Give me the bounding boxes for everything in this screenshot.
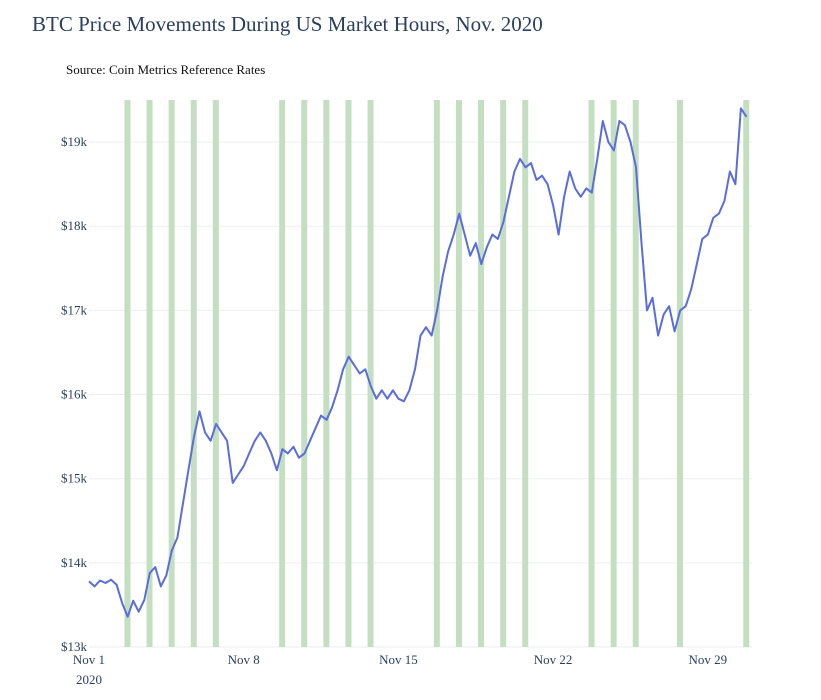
market-hour-bands [124,100,750,647]
y-tick-label: $18k [61,218,88,233]
x-tick-label: Nov 8 [228,652,260,667]
market-hours-band [168,100,175,647]
y-tick-label: $13k [61,639,88,654]
market-hours-band [146,100,153,647]
market-hours-band [478,100,485,647]
chart-title: BTC Price Movements During US Market Hou… [32,12,543,36]
market-hours-band [323,100,330,647]
chart-subtitle: Source: Coin Metrics Reference Rates [66,62,266,77]
market-hours-band [632,100,639,647]
y-tick-label: $17k [61,302,88,317]
market-hours-band [433,100,440,647]
x-tick-label: Nov 22 [534,652,573,667]
btc-price-line [88,107,748,618]
y-tick-label: $15k [61,471,88,486]
market-hours-band [212,100,219,647]
market-hours-band [124,100,131,647]
market-hours-band [676,100,683,647]
x-tick-label: Nov 15 [379,652,418,667]
axes: $13k $14k $15k $16k $17k $18k $19k Nov 1 2020 Nov… [61,134,727,687]
market-hours-band [190,100,197,647]
market-hours-band [279,100,286,647]
market-hours-band [743,100,750,647]
x-tick-label: Nov 29 [688,652,727,667]
y-tick-label: $19k [61,134,88,149]
x-tick-label: Nov 1 [73,652,105,667]
market-hours-band [500,100,507,647]
market-hours-band [588,100,595,647]
y-tick-label: $16k [61,387,88,402]
y-tick-label: $14k [61,555,88,570]
market-hours-band [522,100,529,647]
market-hours-band [455,100,462,647]
market-hours-band [610,100,617,647]
market-hours-band [367,100,374,647]
price-series [88,107,748,618]
market-hours-band [345,100,352,647]
market-hours-band [301,100,308,647]
x-tick-year-label: 2020 [76,672,102,687]
gridlines [89,141,752,648]
